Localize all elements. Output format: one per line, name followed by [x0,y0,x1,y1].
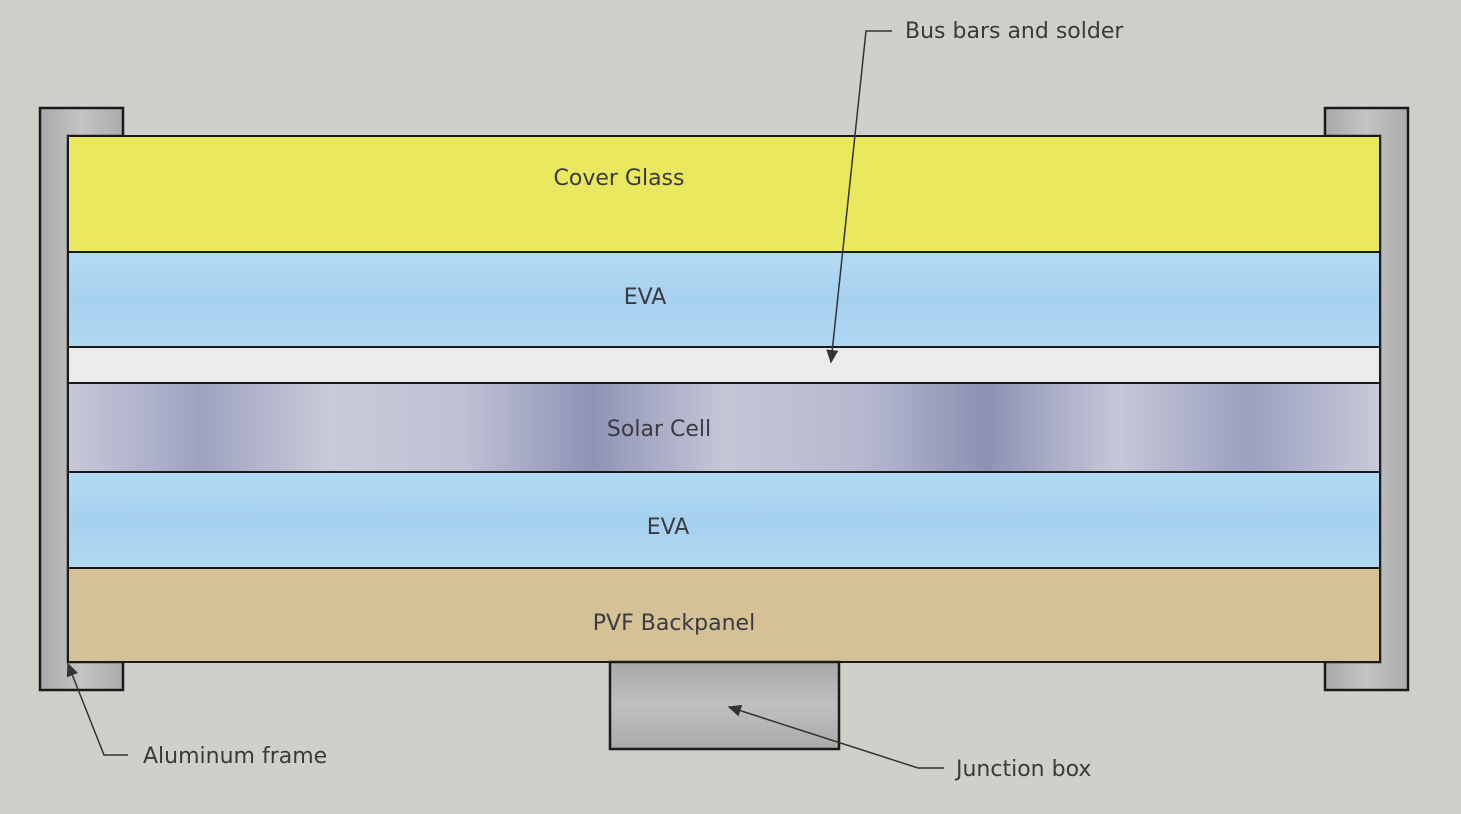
layer-bus-bars [67,346,1381,384]
callout-junction-box: Junction box [954,757,1091,782]
leader-line-aluminum-frame [66,662,128,756]
label-eva-bottom: EVA [647,515,690,540]
leader-line-bus-bars [826,30,892,364]
callout-bus-bars: Bus bars and solder [905,19,1124,44]
layer-eva-top [67,251,1381,348]
leader-line-junction-box [727,704,944,769]
layer-pvf-backpanel [67,567,1381,663]
label-cover-glass: Cover Glass [554,166,685,191]
label-solar-cell: Solar Cell [607,417,711,442]
label-eva-top: EVA [624,285,667,310]
layer-cover-glass [67,135,1381,253]
label-pvf-backpanel: PVF Backpanel [593,611,755,636]
callout-aluminum-frame: Aluminum frame [143,744,327,769]
layer-solar-cell [67,382,1381,473]
layer-eva-bottom [67,471,1381,569]
junction-box [608,660,841,751]
